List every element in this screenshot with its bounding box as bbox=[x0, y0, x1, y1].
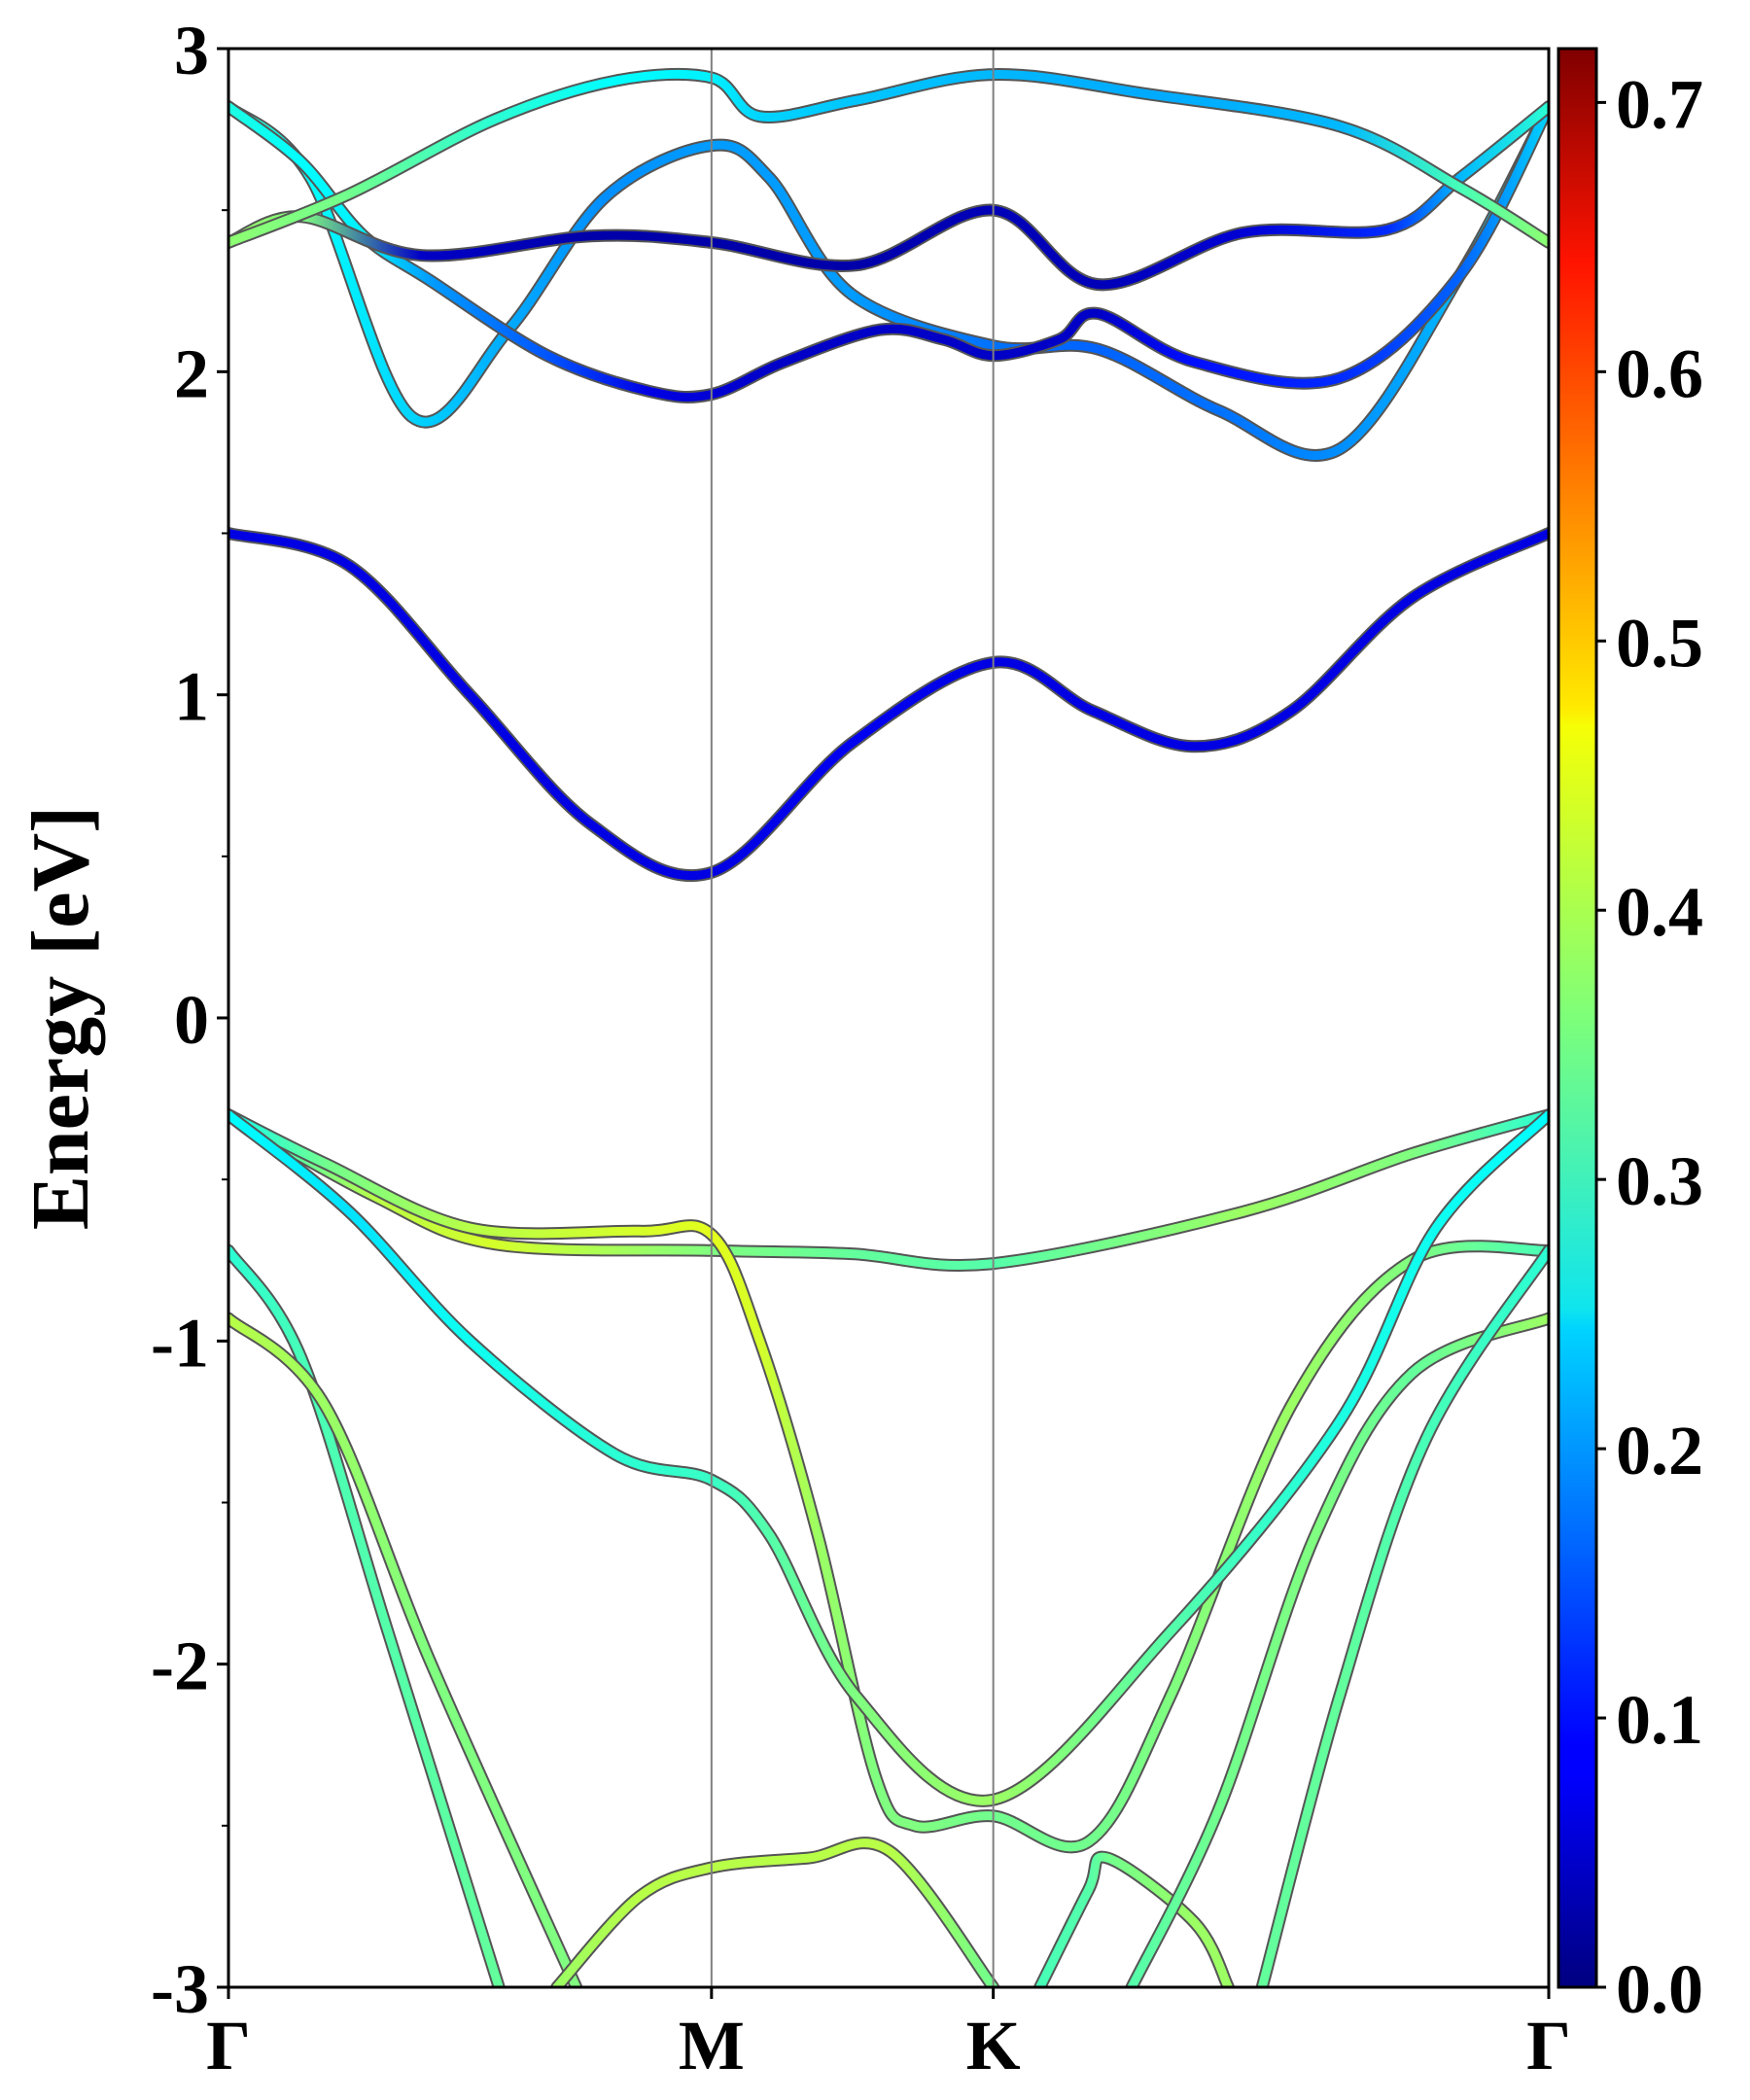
band-outline bbox=[228, 1312, 583, 1987]
band-line bbox=[228, 102, 1549, 290]
band-line bbox=[228, 102, 1549, 402]
band-line bbox=[1127, 1313, 1549, 1987]
y-tick-label: -1 bbox=[151, 1304, 209, 1382]
band-valence-band-3 bbox=[228, 1108, 1549, 1807]
colorbar-tick-label: 0.4 bbox=[1616, 873, 1703, 951]
colorbar-tick-label: 0.6 bbox=[1616, 334, 1703, 412]
band-valence-band-6 bbox=[550, 1837, 1000, 1987]
band-line bbox=[228, 102, 1549, 460]
colorbar-tick-label: 0.5 bbox=[1616, 604, 1703, 682]
band-line bbox=[1035, 1852, 1233, 1987]
band-conduction-band-5 bbox=[228, 67, 1549, 249]
band-valence-band-8 bbox=[1125, 1312, 1549, 1987]
colorbar-ticks: 0.0 0.1 0.2 0.3 0.4 0.5 0.6 0.7 bbox=[1596, 65, 1703, 2028]
colorbar-tick-label: 0.7 bbox=[1616, 65, 1703, 143]
band-conduction-band-3 bbox=[228, 100, 1549, 403]
band-valence-band-2 bbox=[228, 1108, 1549, 1854]
band-line bbox=[228, 1245, 504, 1987]
kpoint-label: Γ bbox=[206, 2007, 251, 2084]
y-axis-label: Energy [eV] bbox=[16, 806, 106, 1230]
band-outline bbox=[228, 1108, 1549, 1272]
colorbar bbox=[1557, 47, 1598, 1989]
kpoint-label: M bbox=[679, 2007, 745, 2084]
plot-frame bbox=[227, 47, 1551, 1989]
band-conduction-band-1 bbox=[228, 527, 1549, 883]
band-valence-band-5 bbox=[228, 1312, 583, 1987]
band-outline bbox=[228, 1243, 506, 1987]
band-line bbox=[228, 1110, 1549, 1852]
y-tick-label: 3 bbox=[174, 12, 209, 89]
band-line bbox=[228, 529, 1549, 881]
colorbar-tick-label: 0.2 bbox=[1616, 1412, 1703, 1489]
y-tick-label: 2 bbox=[174, 334, 209, 412]
kpoint-label: K bbox=[966, 2007, 1021, 2084]
band-conduction-band-2 bbox=[228, 100, 1549, 462]
band-line bbox=[1257, 1245, 1549, 1987]
colorbar-tick-label: 0.3 bbox=[1616, 1142, 1703, 1220]
band-valence-band-9 bbox=[1255, 1243, 1549, 1987]
band-line bbox=[228, 1110, 1549, 1270]
band-line bbox=[228, 69, 1549, 247]
band-conduction-band-4 bbox=[228, 100, 1549, 292]
high-symmetry-lines bbox=[710, 49, 995, 1987]
y-tick-label: -2 bbox=[151, 1628, 209, 1705]
band-line bbox=[228, 1313, 581, 1987]
y-axis-ticks: 3 2 1 0 -1 -2 -3 bbox=[151, 12, 228, 2028]
y-tick-label: 1 bbox=[174, 658, 209, 736]
band-line bbox=[552, 1838, 998, 1987]
colorbar-tick-label: 0.1 bbox=[1616, 1681, 1703, 1759]
y-tick-label: 0 bbox=[174, 981, 209, 1059]
band-line bbox=[228, 1110, 1549, 1805]
bands-layer bbox=[228, 67, 1549, 1987]
band-outline bbox=[1255, 1243, 1549, 1987]
band-valence-band-7 bbox=[1033, 1850, 1235, 1987]
band-valence-band-1 bbox=[228, 1108, 1549, 1272]
colorbar-tick-label: 0.0 bbox=[1616, 1950, 1703, 2028]
band-outline bbox=[228, 527, 1549, 883]
kpoint-label: Γ bbox=[1526, 2007, 1571, 2084]
y-tick-label: -3 bbox=[151, 1950, 209, 2028]
band-valence-band-4 bbox=[228, 1243, 506, 1987]
